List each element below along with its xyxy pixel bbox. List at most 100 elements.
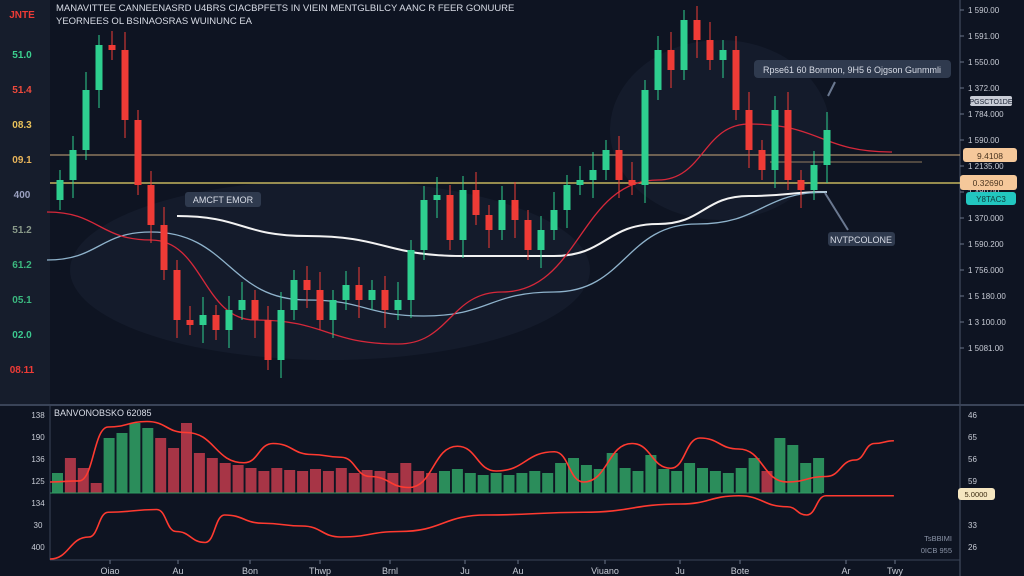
histogram-bar xyxy=(90,483,102,493)
histogram-bar xyxy=(542,473,554,493)
candle[interactable] xyxy=(355,267,363,318)
histogram-bar xyxy=(219,463,231,493)
candle[interactable] xyxy=(290,270,298,320)
candle[interactable] xyxy=(329,290,337,338)
x-axis-label: Thwp xyxy=(309,566,331,576)
right-axis-label: 1 756.000 xyxy=(968,266,1004,275)
candle[interactable] xyxy=(277,292,285,378)
candle[interactable] xyxy=(628,162,636,195)
candle[interactable] xyxy=(654,36,662,100)
indicator-right-axis-label: 59 xyxy=(968,477,977,486)
left-axis-label: 51.0 xyxy=(12,50,32,61)
right-axis-label: 1 5 180.00 xyxy=(968,292,1006,301)
candle[interactable] xyxy=(82,72,90,160)
candle[interactable] xyxy=(212,305,220,340)
annotation-left[interactable]: AMCFT EMOR xyxy=(185,192,261,207)
histogram-bar xyxy=(555,463,567,493)
candle[interactable] xyxy=(732,36,740,120)
candle[interactable] xyxy=(823,112,831,183)
left-axis-label: 08.3 xyxy=(12,120,32,131)
candle[interactable] xyxy=(745,92,753,168)
candle[interactable] xyxy=(121,32,129,138)
right-axis-label: 1 370.000 xyxy=(968,214,1004,223)
candle-body xyxy=(628,180,636,185)
candle[interactable] xyxy=(147,171,155,243)
candle[interactable] xyxy=(498,186,506,240)
histogram-bar xyxy=(645,455,657,493)
candle[interactable] xyxy=(433,177,441,218)
candle[interactable] xyxy=(264,306,272,370)
candle[interactable] xyxy=(797,170,805,208)
candle[interactable] xyxy=(641,80,649,203)
candle[interactable] xyxy=(524,210,532,260)
candle[interactable] xyxy=(563,175,571,228)
candle[interactable] xyxy=(784,92,792,190)
histogram-bar xyxy=(310,469,321,493)
annotation-bottom-right[interactable]: NVTPCOLONE xyxy=(824,192,895,246)
candle-body xyxy=(160,225,168,270)
annotation-top-right[interactable]: Rpse61 60 Bonmon, 9H5 6 Ojgson Gunmmli xyxy=(754,60,951,97)
candle[interactable] xyxy=(160,207,168,280)
candle[interactable] xyxy=(615,136,623,198)
candle[interactable] xyxy=(199,297,207,343)
candle-body xyxy=(797,180,805,190)
annotation-arrow xyxy=(824,192,849,231)
annotation-text: NVTPCOLONE xyxy=(830,235,892,245)
candle[interactable] xyxy=(342,271,350,310)
candle[interactable] xyxy=(771,96,779,188)
candle[interactable] xyxy=(758,140,766,180)
candle[interactable] xyxy=(576,166,584,195)
candle[interactable] xyxy=(173,260,181,338)
candle[interactable] xyxy=(381,276,389,328)
right-axis-label: 1 590.200 xyxy=(968,240,1004,249)
candle[interactable] xyxy=(186,306,194,335)
candle[interactable] xyxy=(446,185,454,250)
candle-body xyxy=(251,300,259,320)
last-price-badge: Y8TAC3 xyxy=(966,192,1016,205)
candle[interactable] xyxy=(472,172,480,225)
candle[interactable] xyxy=(238,282,246,320)
candle[interactable] xyxy=(459,176,467,258)
candle[interactable] xyxy=(225,296,233,348)
candle[interactable] xyxy=(550,192,558,240)
candle[interactable] xyxy=(589,152,597,198)
candle[interactable] xyxy=(316,272,324,330)
right-axis-label: 1 5081.00 xyxy=(968,344,1004,353)
candle-body xyxy=(381,290,389,310)
candle[interactable] xyxy=(680,10,688,80)
candle[interactable] xyxy=(368,280,376,310)
candle-body xyxy=(329,300,337,320)
candle[interactable] xyxy=(511,182,519,238)
moving-average-red xyxy=(46,123,893,345)
candle[interactable] xyxy=(693,6,701,58)
candle[interactable] xyxy=(394,282,402,320)
candle[interactable] xyxy=(69,136,77,198)
candle[interactable] xyxy=(134,110,142,195)
candle[interactable] xyxy=(706,22,714,70)
candle-body xyxy=(498,200,506,230)
candle[interactable] xyxy=(108,31,116,60)
svg-text:0.32690: 0.32690 xyxy=(973,178,1004,188)
candle[interactable] xyxy=(602,140,610,180)
candle[interactable] xyxy=(303,266,311,308)
candle[interactable] xyxy=(407,240,415,318)
candle-body xyxy=(563,185,571,210)
candle[interactable] xyxy=(485,205,493,248)
candle[interactable] xyxy=(95,35,103,108)
left-axis-label: 05.1 xyxy=(12,295,32,306)
candle[interactable] xyxy=(251,290,259,338)
svg-text:Y8TAC3: Y8TAC3 xyxy=(976,195,1006,204)
candle[interactable] xyxy=(537,216,545,268)
candle[interactable] xyxy=(56,170,64,210)
candle[interactable] xyxy=(719,40,727,78)
histogram-bar xyxy=(658,469,670,493)
histogram-bar xyxy=(813,458,825,493)
candle-body xyxy=(238,300,246,310)
histogram-bar xyxy=(245,468,257,493)
indicator-right-axis-label: 33 xyxy=(968,521,977,530)
candle[interactable] xyxy=(810,151,818,200)
candle[interactable] xyxy=(420,186,428,260)
x-axis-label: Bon xyxy=(242,566,258,576)
candle[interactable] xyxy=(667,32,675,88)
